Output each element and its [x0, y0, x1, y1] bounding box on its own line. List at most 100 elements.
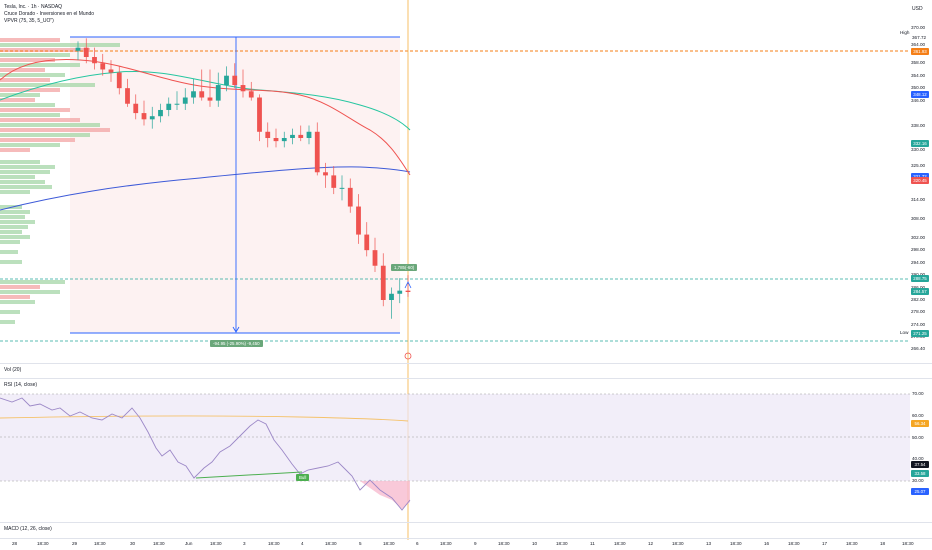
study-golden-cross[interactable]: Cruce Dorado - Inversiones en el Mundo	[4, 11, 95, 17]
time-tick-label: 4	[301, 541, 304, 546]
price-tag: 271.25	[911, 329, 929, 337]
time-tick-label: 17	[822, 541, 828, 546]
price-tag: 321.72	[911, 172, 929, 180]
pane-separator-macd[interactable]	[0, 522, 932, 523]
price-tag: 320.45	[911, 176, 929, 184]
candle-body[interactable]	[306, 131, 312, 139]
candle-body[interactable]	[331, 175, 337, 188]
measure-upper-label[interactable]: 1,785(-60)	[391, 264, 418, 271]
rsi-tag: 33.58	[911, 469, 929, 477]
candle-body[interactable]	[149, 116, 155, 120]
time-tick-label: 12	[648, 541, 654, 546]
candle-body[interactable]	[191, 91, 196, 98]
price-tick-label: 330.00	[911, 147, 926, 153]
time-tick-label: 18	[880, 541, 886, 546]
price-tick-label: 370.00	[911, 25, 926, 30]
candle-body[interactable]	[290, 134, 295, 139]
candle-body[interactable]	[83, 47, 89, 58]
price-tick-label: 294.00	[911, 259, 926, 265]
price-tag: 361.93	[911, 47, 929, 55]
candle-body[interactable]	[100, 63, 106, 70]
candle-body[interactable]	[380, 265, 386, 300]
high-value: 367.72	[912, 35, 927, 40]
price-tag: 284.57	[911, 288, 929, 296]
time-tick-label: 18:30	[556, 541, 568, 546]
rsi-legend[interactable]: RSI (14, close)	[4, 382, 38, 388]
price-tick-label: 358.00	[911, 60, 926, 66]
time-tick-label: 13	[706, 541, 712, 546]
symbol-title[interactable]: Tesla, Inc. · 1h · NASDAQ	[4, 4, 63, 10]
pane-separator-volume[interactable]	[0, 363, 932, 364]
ma-slow-line	[0, 166, 411, 211]
price-tick-label: 286.00	[911, 284, 926, 290]
candle-body[interactable]	[75, 47, 81, 51]
time-tick-label: 5	[359, 541, 362, 546]
candle-body[interactable]	[174, 103, 180, 105]
time-tick-label: Jun	[185, 541, 193, 546]
candle-body[interactable]	[323, 172, 328, 176]
candle-body[interactable]	[92, 57, 97, 64]
study-vpvr[interactable]: VPVR (75, 35, 5_UO")	[4, 18, 54, 24]
candle-body[interactable]	[158, 109, 163, 117]
last-price-arrow	[404, 281, 412, 289]
ma-mid-line	[0, 70, 411, 131]
macd-legend[interactable]: MACD (12, 26, close)	[4, 526, 52, 532]
candle-body[interactable]	[257, 97, 262, 132]
candle-body[interactable]	[372, 250, 378, 266]
candle-body[interactable]	[389, 293, 394, 300]
time-tick-label: 18:30	[210, 541, 222, 546]
time-axis-border	[0, 538, 932, 539]
time-tick-label: 18:30	[614, 541, 626, 546]
price-tag: 348.12	[911, 90, 929, 98]
measure-lower-label[interactable]: -94.95 (-25.90%) -9,450	[210, 340, 263, 347]
time-tick-label: 9	[474, 541, 477, 546]
candle-body[interactable]	[240, 85, 246, 92]
candle-body[interactable]	[281, 138, 287, 142]
candle-body[interactable]	[248, 91, 254, 98]
candle-body[interactable]	[405, 290, 411, 292]
candle-body[interactable]	[116, 72, 122, 89]
candle-body[interactable]	[141, 113, 147, 120]
candle-body[interactable]	[182, 97, 188, 104]
bull-label[interactable]: Bull	[296, 474, 310, 481]
price-tick-label: 302.00	[911, 234, 926, 240]
time-tick-label: 18:30	[94, 541, 106, 546]
volume-profile	[0, 38, 120, 324]
time-tick-label: 16	[764, 541, 770, 546]
candle-body[interactable]	[347, 187, 353, 207]
pane-separator-rsi[interactable]	[0, 378, 932, 379]
time-tick-label: 18:30	[440, 541, 452, 546]
measure-arrowhead	[232, 326, 240, 333]
symbol-legend[interactable]: Tesla, Inc. · 1h · NASDAQ Cruce Dorado -…	[4, 4, 94, 25]
candle-body[interactable]	[133, 103, 139, 114]
candle-body[interactable]	[397, 290, 403, 294]
candle-body[interactable]	[199, 91, 205, 98]
time-tick-label: 10	[532, 541, 538, 546]
rsi-tag: 25.07	[911, 488, 929, 496]
candle-body[interactable]	[215, 85, 221, 101]
candle-body[interactable]	[224, 75, 229, 86]
candle-body[interactable]	[273, 138, 279, 142]
candle-body[interactable]	[125, 88, 130, 104]
candle-body[interactable]	[356, 206, 361, 235]
candle-body[interactable]	[207, 97, 213, 101]
volume-legend[interactable]: Vol (20)	[4, 367, 22, 373]
candle-body[interactable]	[108, 69, 114, 73]
candle-body[interactable]	[339, 187, 345, 189]
time-tick-label: 11	[590, 541, 595, 546]
candle-body[interactable]	[298, 134, 304, 139]
rsi-tick-label: 70.00	[912, 391, 924, 396]
candle-body[interactable]	[314, 131, 320, 173]
rsi-tick-label: 60.00	[912, 412, 924, 418]
rsi-tick-label: 30.00	[912, 478, 924, 483]
price-pane[interactable]: Tesla, Inc. · 1h · NASDAQ Cruce Dorado -…	[0, 0, 932, 362]
time-tick-label: 18:30	[268, 541, 280, 546]
candle-body[interactable]	[364, 234, 370, 251]
candle-body[interactable]	[232, 75, 238, 86]
time-tick-label: 28	[12, 541, 18, 546]
price-tick-label: 282.00	[911, 297, 926, 302]
candle-body[interactable]	[166, 103, 172, 110]
price-tick-label: 290.00	[911, 272, 925, 277]
candle-body[interactable]	[265, 131, 271, 139]
